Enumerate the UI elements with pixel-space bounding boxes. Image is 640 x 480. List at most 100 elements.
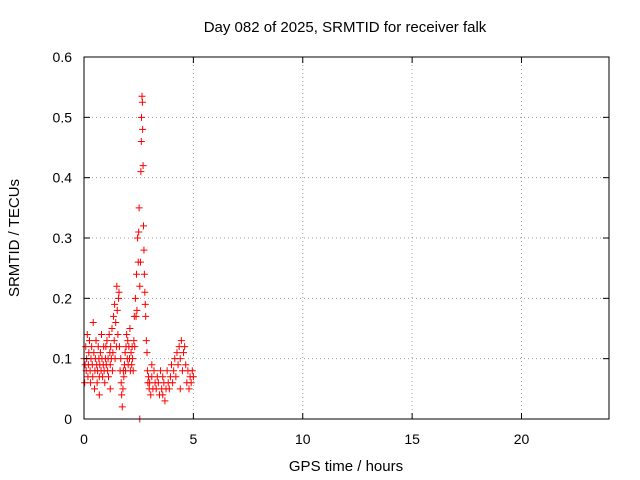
data-point — [170, 367, 178, 375]
data-point — [111, 300, 119, 308]
data-point — [176, 355, 184, 363]
data-point — [130, 337, 138, 345]
y-tick-label: 0.6 — [53, 49, 73, 65]
data-point — [115, 343, 123, 351]
data-point — [83, 331, 91, 339]
data-point — [117, 379, 125, 387]
data-point — [105, 331, 113, 339]
data-point — [141, 288, 149, 296]
data-point — [143, 367, 151, 375]
data-point — [118, 403, 126, 411]
data-point — [138, 98, 146, 106]
data-point — [90, 349, 98, 357]
data-point — [99, 373, 107, 381]
data-point — [143, 349, 151, 357]
data-point — [185, 385, 193, 393]
y-tick-label: 0.3 — [53, 230, 73, 246]
x-tick-label: 20 — [514, 431, 530, 447]
y-axis-label: SRMTID / TECUs — [6, 179, 23, 297]
data-point — [159, 373, 167, 381]
data-point — [98, 331, 105, 339]
x-tick-label: 10 — [295, 431, 311, 447]
data-point — [176, 385, 184, 393]
plot-frame — [83, 56, 610, 420]
x-axis-label: GPS time / hours — [289, 458, 403, 475]
data-point — [115, 288, 123, 296]
data-point — [127, 349, 135, 357]
data-point — [93, 379, 101, 387]
data-point — [173, 349, 181, 357]
data-point — [106, 385, 114, 393]
data-point — [118, 391, 126, 399]
grid — [84, 57, 609, 419]
data-point — [172, 373, 180, 381]
y-tick-label: 0.4 — [53, 170, 73, 186]
data-point — [142, 312, 150, 320]
data-point — [105, 373, 112, 381]
data-point — [182, 361, 190, 369]
y-tick-label: 0.1 — [53, 351, 73, 367]
x-tick-label: 15 — [404, 431, 420, 447]
data-point — [113, 282, 121, 290]
data-point — [96, 349, 104, 357]
data-point — [169, 379, 177, 387]
data-point — [142, 337, 150, 345]
data-point — [129, 367, 137, 375]
y-tick-label: 0.5 — [53, 109, 73, 125]
data-point — [89, 318, 97, 326]
data-point — [126, 325, 134, 332]
data-point — [131, 343, 139, 351]
y-tick-label: 0.2 — [53, 290, 73, 306]
data-point — [181, 343, 189, 351]
data-point — [95, 391, 103, 399]
data-point — [137, 137, 145, 145]
data-point — [110, 337, 118, 345]
data-point — [106, 361, 114, 369]
ticks: 0 0.1 0.2 0.3 0.4 0.5 0.6 0 5 10 15 20 — [53, 49, 609, 447]
data-point — [121, 349, 129, 357]
data-point — [140, 270, 148, 278]
data-point — [135, 228, 143, 236]
data-point — [112, 318, 120, 326]
data-point — [123, 331, 131, 339]
data-point — [150, 367, 158, 375]
data-point — [136, 282, 144, 290]
data-point — [161, 397, 169, 405]
data-point — [81, 379, 89, 387]
data-point — [140, 222, 147, 230]
data-point — [147, 391, 155, 399]
data-point — [136, 258, 144, 266]
data-point — [119, 385, 127, 393]
data-point — [139, 162, 147, 170]
data-point — [113, 306, 121, 314]
data-point — [189, 373, 197, 381]
data-point — [188, 367, 196, 375]
data-point — [159, 391, 167, 399]
chart-title: Day 082 of 2025, SRMTID for receiver fal… — [204, 19, 487, 36]
data-point — [165, 385, 173, 393]
data-point — [163, 367, 171, 375]
data-point — [139, 125, 147, 133]
data-point — [168, 361, 175, 369]
data-point — [88, 343, 96, 351]
x-tick-label: 0 — [80, 431, 88, 447]
y-tick-label: 0 — [64, 411, 72, 427]
data-point — [133, 306, 141, 314]
data-point — [92, 337, 100, 345]
data-point — [128, 361, 136, 369]
data-point — [138, 92, 146, 100]
data-point — [180, 349, 188, 357]
data-point — [87, 379, 95, 387]
data-points — [80, 92, 197, 423]
data-point — [174, 361, 182, 369]
data-point — [137, 168, 145, 176]
data-point — [124, 337, 132, 345]
data-point — [82, 343, 90, 351]
data-point — [109, 349, 117, 357]
data-point — [134, 234, 142, 242]
data-point — [141, 300, 149, 308]
data-point — [103, 337, 111, 345]
data-point — [148, 361, 156, 369]
data-point — [108, 325, 116, 332]
